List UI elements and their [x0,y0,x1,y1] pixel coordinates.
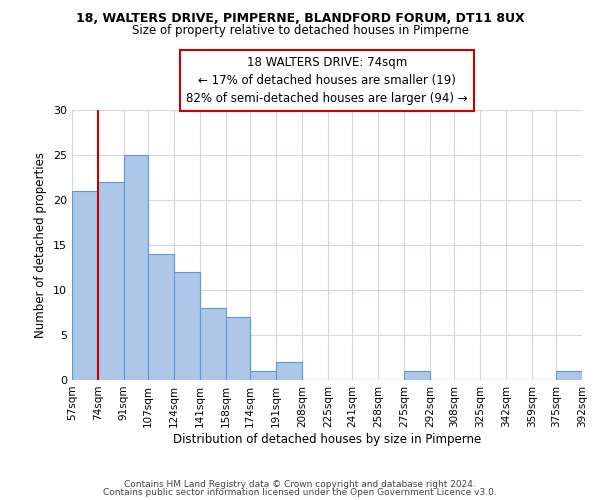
Bar [226,317,250,380]
Bar [276,362,302,380]
Text: 18 WALTERS DRIVE: 74sqm
← 17% of detached houses are smaller (19)
82% of semi-de: 18 WALTERS DRIVE: 74sqm ← 17% of detache… [186,56,468,104]
Bar [200,308,226,380]
Bar [556,371,582,380]
Bar [250,371,276,380]
Text: Size of property relative to detached houses in Pimperne: Size of property relative to detached ho… [131,24,469,37]
Bar [174,272,200,380]
Y-axis label: Number of detached properties: Number of detached properties [34,152,47,338]
Bar [124,155,148,380]
Bar [148,254,174,380]
Text: 18, WALTERS DRIVE, PIMPERNE, BLANDFORD FORUM, DT11 8UX: 18, WALTERS DRIVE, PIMPERNE, BLANDFORD F… [76,12,524,26]
Bar [98,182,124,380]
Bar [72,191,98,380]
Text: Contains public sector information licensed under the Open Government Licence v3: Contains public sector information licen… [103,488,497,497]
Bar [404,371,430,380]
X-axis label: Distribution of detached houses by size in Pimperne: Distribution of detached houses by size … [173,432,481,446]
Text: Contains HM Land Registry data © Crown copyright and database right 2024.: Contains HM Land Registry data © Crown c… [124,480,476,489]
